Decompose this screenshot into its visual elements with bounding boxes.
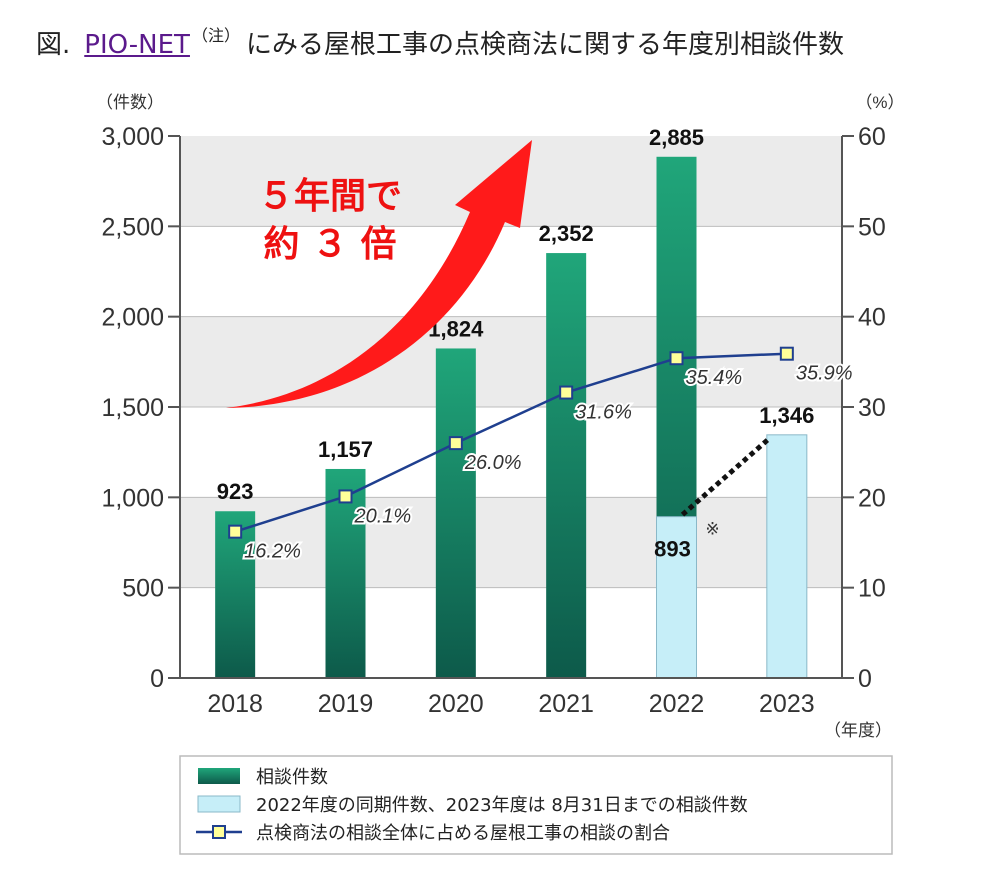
callout-line-2: 約 ３ 倍 (263, 224, 396, 265)
bar-2021 (546, 253, 587, 678)
left-tick-label: 500 (122, 575, 164, 603)
percentage-label-2023: 35.9% (796, 363, 853, 385)
bar-2020 (435, 348, 476, 678)
legend-label-ratio: 点検商法の相談全体に占める屋根工事の相談の割合 (256, 823, 670, 844)
bar-value-label-2019: 1,157 (318, 437, 373, 462)
percentage-marker-2019 (338, 489, 353, 504)
bar-value-label-2023: 1,346 (759, 403, 814, 428)
x-tick-label: 2019 (318, 690, 374, 718)
percentage-marker-2021 (559, 385, 574, 400)
percentage-marker-2023 (779, 346, 794, 361)
percentage-label-2019: 20.1% (354, 505, 412, 527)
pio-net-link[interactable]: PIO-NET (84, 30, 190, 60)
percentage-marker-2018 (228, 524, 243, 539)
bar-partial-2023 (766, 434, 808, 679)
x-axis-label: （年度） (824, 721, 892, 740)
bar-2018 (215, 511, 256, 678)
legend-group: 相談件数 2022年度の同期件数、2023年度は 8月31日までの相談件数点検商法… (179, 755, 893, 855)
left-tick-label: 2,000 (101, 304, 164, 332)
right-tick-label: 30 (858, 394, 886, 422)
percentage-label-2021: 31.6% (575, 402, 632, 424)
x-tick-label: 2023 (759, 690, 815, 718)
figure-prefix: 図. (36, 30, 71, 60)
plot-background (180, 136, 842, 678)
right-tick-label: 50 (858, 213, 886, 241)
x-tick-label: 2021 (538, 690, 594, 718)
left-tick-label: 1,500 (101, 394, 164, 422)
percentage-marker-2020 (448, 436, 463, 451)
note-mark: （注） (191, 26, 240, 45)
percentage-label-2020: 26.0% (464, 452, 522, 474)
legend-box (179, 755, 893, 855)
chart-title: 図. PIO-NET （注） にみる屋根工事の点検商法に関する年度別相談件数 (36, 22, 844, 61)
percentage-marker-2022 (669, 351, 684, 366)
left-tick-label: 3,000 (101, 123, 164, 151)
legend-label-count: 相談件数 (256, 767, 328, 788)
percentage-label-2018: 16.2% (244, 541, 301, 563)
left-tick-label: 1,000 (101, 484, 164, 512)
bar-value-label-2022: 2,885 (649, 125, 704, 150)
partial-value-label: 893 (654, 537, 691, 562)
labels-group: 9231,1571,8242,3522,8851,346893※16.2%20.… (217, 125, 855, 565)
percentage-line (234, 352, 787, 533)
partial-connector (680, 436, 771, 517)
x-tick-label: 2020 (428, 690, 484, 718)
left-tick-label: 2,500 (101, 213, 164, 241)
grid-band (180, 497, 842, 588)
right-tick-label: 0 (858, 665, 872, 693)
axes-group: 0 500 1,000 1,500 2,000 2,500 3,000 0 10 20 30 40 50… (96, 93, 905, 740)
left-axis-label: （件数） (96, 93, 164, 112)
legend-marker-sample (212, 825, 226, 839)
growth-arrow (226, 140, 532, 408)
percentage-label-2022: 35.4% (686, 367, 743, 389)
percentage-line-group (228, 346, 794, 539)
title-text: にみる屋根工事の点検商法に関する年度別相談件数 (245, 30, 844, 60)
bar-2019 (325, 468, 366, 678)
left-tick-label: 0 (150, 665, 164, 693)
right-axis-label: （%） (855, 93, 904, 112)
footnote-mark: ※ (705, 520, 719, 539)
right-tick-label: 20 (858, 484, 886, 512)
bar-value-label-2021: 2,352 (539, 221, 594, 246)
x-tick-label: 2022 (649, 690, 705, 718)
legend-label-partial: 2022年度の同期件数、2023年度は 8月31日までの相談件数 (256, 795, 748, 816)
callout-line-1: ５年間で (258, 176, 402, 217)
grid-band (180, 316, 842, 407)
bar-value-label-2018: 923 (217, 479, 254, 504)
legend-swatch-partial (197, 795, 241, 813)
right-tick-label: 60 (858, 123, 886, 151)
legend-swatch-count (198, 768, 240, 784)
bars-group (215, 156, 808, 679)
right-tick-label: 40 (858, 304, 886, 332)
x-tick-label: 2018 (207, 690, 263, 718)
right-tick-label: 10 (858, 575, 886, 603)
